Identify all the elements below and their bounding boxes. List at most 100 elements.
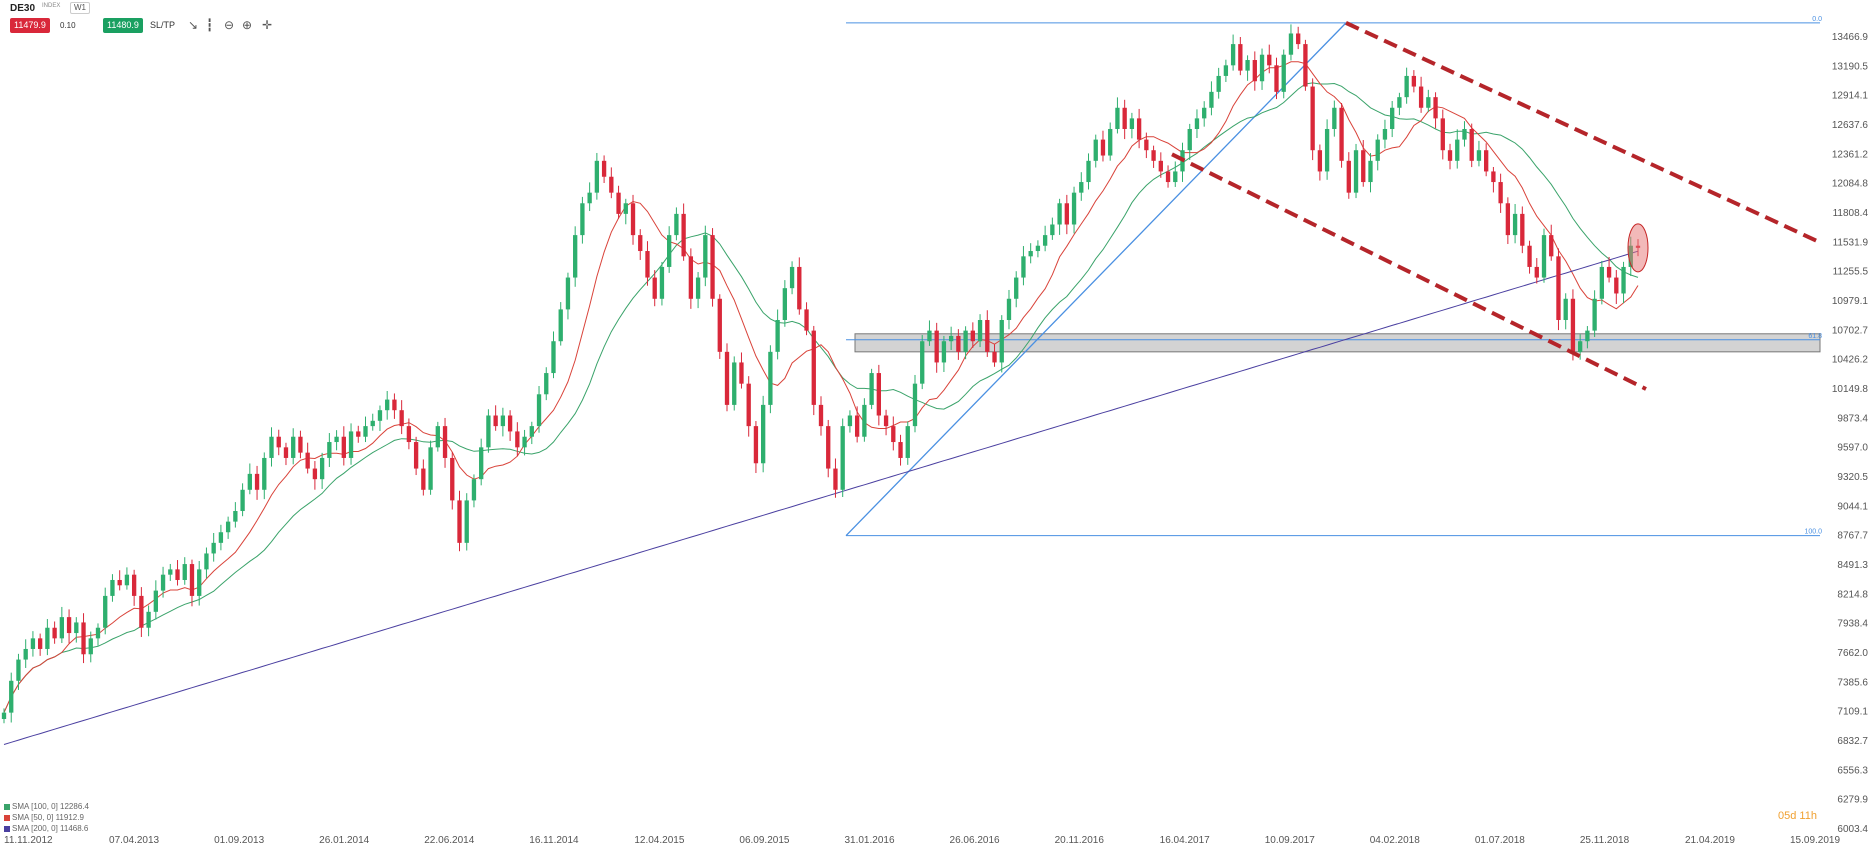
y-tick-label: 9320.5	[1837, 472, 1868, 483]
candle-up	[16, 659, 21, 681]
y-tick-label: 12084.8	[1832, 179, 1869, 190]
candle-down	[312, 468, 318, 480]
crosshair-icon[interactable]: ✛	[262, 18, 273, 32]
x-tick-label: 20.11.2016	[1055, 835, 1105, 846]
candle-up	[927, 330, 932, 342]
candle-down	[276, 436, 281, 448]
candle-up	[363, 426, 368, 437]
candle-down	[66, 617, 72, 634]
candle-down	[934, 330, 939, 363]
candle-up	[160, 574, 166, 591]
y-tick-label: 12361.2	[1832, 149, 1869, 160]
candle-down	[818, 404, 824, 427]
candle-down	[1158, 160, 1163, 172]
candle-up	[9, 680, 14, 713]
candle-down	[985, 320, 990, 352]
candle-up	[1021, 256, 1026, 278]
sltp-button[interactable]: SL/TP	[150, 20, 176, 30]
candle-down	[1614, 277, 1619, 294]
fib-anchor-line	[845, 22, 1347, 537]
trend-lower	[1171, 152, 1647, 391]
volume-input[interactable]: 0.10	[60, 21, 76, 30]
candle-down	[630, 203, 636, 236]
candle-up	[262, 457, 267, 490]
candle-up	[1563, 298, 1568, 321]
line-chart-icon[interactable]: ↘	[188, 18, 199, 32]
zoom-out-icon[interactable]: ⊖	[224, 18, 235, 32]
candle-down	[681, 213, 686, 257]
candle-up	[573, 235, 578, 278]
candle-up	[1541, 235, 1547, 278]
candle-up	[1577, 341, 1583, 352]
candle-up	[869, 373, 874, 405]
candle-down	[1122, 107, 1127, 129]
x-tick-label: 11.11.2012	[4, 835, 53, 846]
candle-up	[103, 595, 108, 628]
candle-down	[421, 468, 426, 490]
y-tick-label: 12914.1	[1832, 91, 1869, 102]
candle-up	[732, 362, 737, 405]
candle-down	[1534, 266, 1539, 278]
candle-up	[948, 335, 954, 342]
legend-sma50: SMA [50, 0] 11912.9	[4, 813, 84, 822]
sma-line	[3, 82, 1639, 713]
candle-up	[1368, 160, 1373, 183]
candle-up	[370, 420, 375, 427]
candle-up	[1353, 150, 1359, 193]
candle-down	[645, 251, 650, 278]
sell-button[interactable]: 11479.9	[10, 18, 50, 33]
candle-up	[1042, 235, 1048, 246]
candle-down	[254, 473, 260, 490]
candle-down	[1317, 150, 1323, 172]
candle-up	[963, 330, 968, 352]
candle-timer: 05d 11h	[1778, 810, 1817, 822]
y-tick-label: 13190.5	[1832, 61, 1869, 72]
candle-up	[565, 277, 571, 310]
candle-down	[1440, 118, 1445, 151]
candle-up	[1476, 150, 1482, 161]
candle-up	[1397, 97, 1402, 108]
candle-up	[471, 479, 477, 501]
candle-up	[110, 579, 115, 596]
y-tick-label: 8491.3	[1837, 560, 1868, 571]
candle-up	[428, 447, 433, 490]
candle-down	[891, 426, 896, 443]
candle-up	[479, 447, 484, 480]
candle-down	[753, 426, 759, 464]
candle-up	[327, 442, 332, 458]
candle-down	[883, 415, 889, 427]
candle-up	[912, 383, 918, 427]
candle-up	[623, 203, 628, 214]
y-tick-label: 10149.8	[1832, 384, 1869, 395]
candle-down	[1505, 203, 1511, 236]
candle-down	[392, 399, 397, 411]
candle-up	[782, 288, 788, 321]
highlight-ellipse	[1627, 223, 1649, 273]
candle-up	[1006, 298, 1012, 321]
candle-up	[1390, 107, 1395, 129]
candle-down	[1433, 97, 1438, 119]
candle-down	[601, 160, 607, 177]
zoom-in-icon[interactable]: ⊕	[242, 18, 253, 32]
candle-up	[204, 553, 209, 570]
y-tick-label: 13466.9	[1832, 32, 1869, 43]
candle-up	[1086, 160, 1091, 183]
candle-down	[1296, 33, 1301, 45]
candlestick-icon[interactable]: ┇	[206, 18, 214, 32]
legend-sma100: SMA [100, 0] 12286.4	[4, 802, 89, 811]
interval-select[interactable]: W1	[70, 2, 90, 14]
candle-up	[153, 590, 158, 612]
candle-up	[558, 309, 563, 342]
candle-up	[703, 235, 708, 278]
candle-up	[291, 436, 296, 458]
candle-up	[1426, 97, 1431, 108]
candle-up	[551, 341, 556, 374]
x-tick-label: 12.04.2015	[634, 835, 684, 846]
fibonacci-retracement: 0.0 61.8 100.0	[845, 16, 1822, 537]
x-tick-label: 07.04.2013	[109, 835, 159, 846]
candle-down	[1303, 44, 1308, 87]
candle-down	[1469, 128, 1474, 161]
buy-button[interactable]: 11480.9	[103, 18, 143, 33]
candle-down	[399, 410, 404, 427]
